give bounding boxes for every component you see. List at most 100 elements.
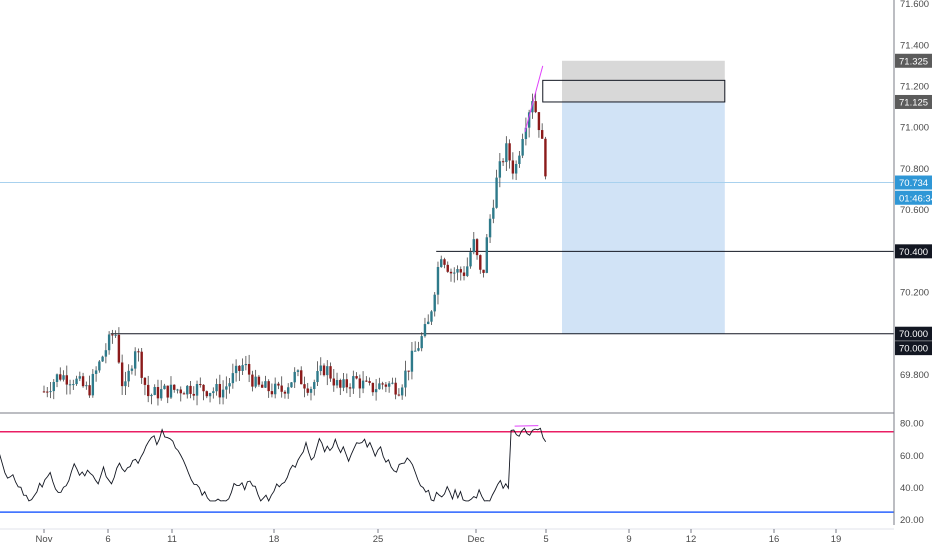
candle-body [107,334,111,351]
candle-body [218,384,222,398]
candle-body [488,218,492,238]
price-tick-label: 70.600 [900,205,929,216]
candle-body [446,264,449,272]
candle-body [205,391,208,397]
candle-body [498,161,502,178]
candle-body [514,163,518,174]
price-tick-label: 70.200 [900,288,929,299]
candle-body [303,384,306,389]
candle-body [397,394,401,396]
candle-body [345,379,349,388]
price-label-bg [895,341,932,356]
candle-body [391,382,394,384]
candle-body [101,356,104,362]
candle-body [91,373,95,396]
candle-body [521,139,524,156]
candle-body [436,267,440,295]
candle-body [156,387,160,399]
candle-body [140,351,143,378]
candle-body [459,269,462,273]
candle-body [313,382,316,390]
candle-body [433,294,436,312]
rsi-tick-label: 20.00 [900,515,924,526]
candle-body [120,362,124,387]
candle-body [511,160,515,174]
price-label-bg [895,190,932,205]
price-label-bg [895,175,932,190]
candle-body [348,387,352,389]
time-tick-label: 25 [373,534,384,545]
price-tick-label: 69.800 [900,370,929,381]
candle-body [501,161,505,163]
target-zone [562,101,725,334]
rsi-tick-label: 60.00 [900,451,924,462]
candle-body [492,207,495,219]
stop-zone [562,60,725,102]
candle-body [524,127,528,140]
candle-body [306,388,309,393]
price-tick-label: 71.000 [900,123,929,134]
candle-body [221,389,225,398]
candle-body [462,272,466,276]
candle-body [319,365,322,372]
candle-body [381,383,384,385]
candle-body [111,334,114,336]
candle-body [72,384,75,386]
candle-body [202,384,205,392]
candle-body [254,376,257,387]
candle-body [55,374,59,382]
price-label: 01:46:34 [899,193,932,204]
price-label-bg [895,326,932,341]
time-tick-label: 18 [269,534,280,545]
candle-body [456,269,459,273]
candle-body [413,350,417,352]
candle-body [335,380,339,386]
price-label: 70.734 [899,178,928,189]
candle-body [527,112,531,128]
candle-body [163,385,166,390]
candle-body [173,384,176,390]
candle-body [417,348,420,351]
candle-body [238,365,241,371]
time-axis[interactable]: Nov 6 11 18 25 Dec 5 9 12 16 19 [0,528,894,545]
price-axis[interactable]: 71.600 71.400 71.200 71.000 70.800 70.600 70.4… [893,0,932,526]
candle-body [537,112,541,131]
price-tick-label: 70.800 [900,164,929,175]
candle-body [475,239,479,256]
candle-body [423,324,427,337]
time-tick-label: 6 [105,534,110,545]
candle-body [267,381,270,392]
candle-body [293,371,296,383]
candle-body [78,376,82,379]
candle-body [332,378,335,386]
price-label-bg [895,94,932,109]
horizontal-levels[interactable] [0,182,894,335]
candle-body [59,374,62,380]
candle-body [371,382,375,393]
candle-body [280,385,283,392]
candle-body [290,382,293,388]
candle-body [208,393,212,397]
position-box[interactable] [562,60,725,334]
price-label: 70.400 [899,247,928,258]
rsi-line [0,427,547,502]
candle-body [114,334,117,336]
annotations[interactable] [524,65,726,132]
candle-body [153,387,156,395]
price-divergence-line [524,65,544,132]
candle-body [404,370,407,388]
candle-body [479,255,482,270]
candle-body [287,387,290,394]
candle-body [228,383,231,387]
candle-body [241,365,244,371]
candle-body [322,365,326,376]
candle-body [130,368,134,371]
candle-body [407,370,410,372]
candle-body [472,239,475,253]
candle-body [469,252,472,267]
candle-body [361,380,365,389]
candle-body [534,101,537,113]
time-tick-label: 19 [831,534,842,545]
candle-body [160,389,163,399]
